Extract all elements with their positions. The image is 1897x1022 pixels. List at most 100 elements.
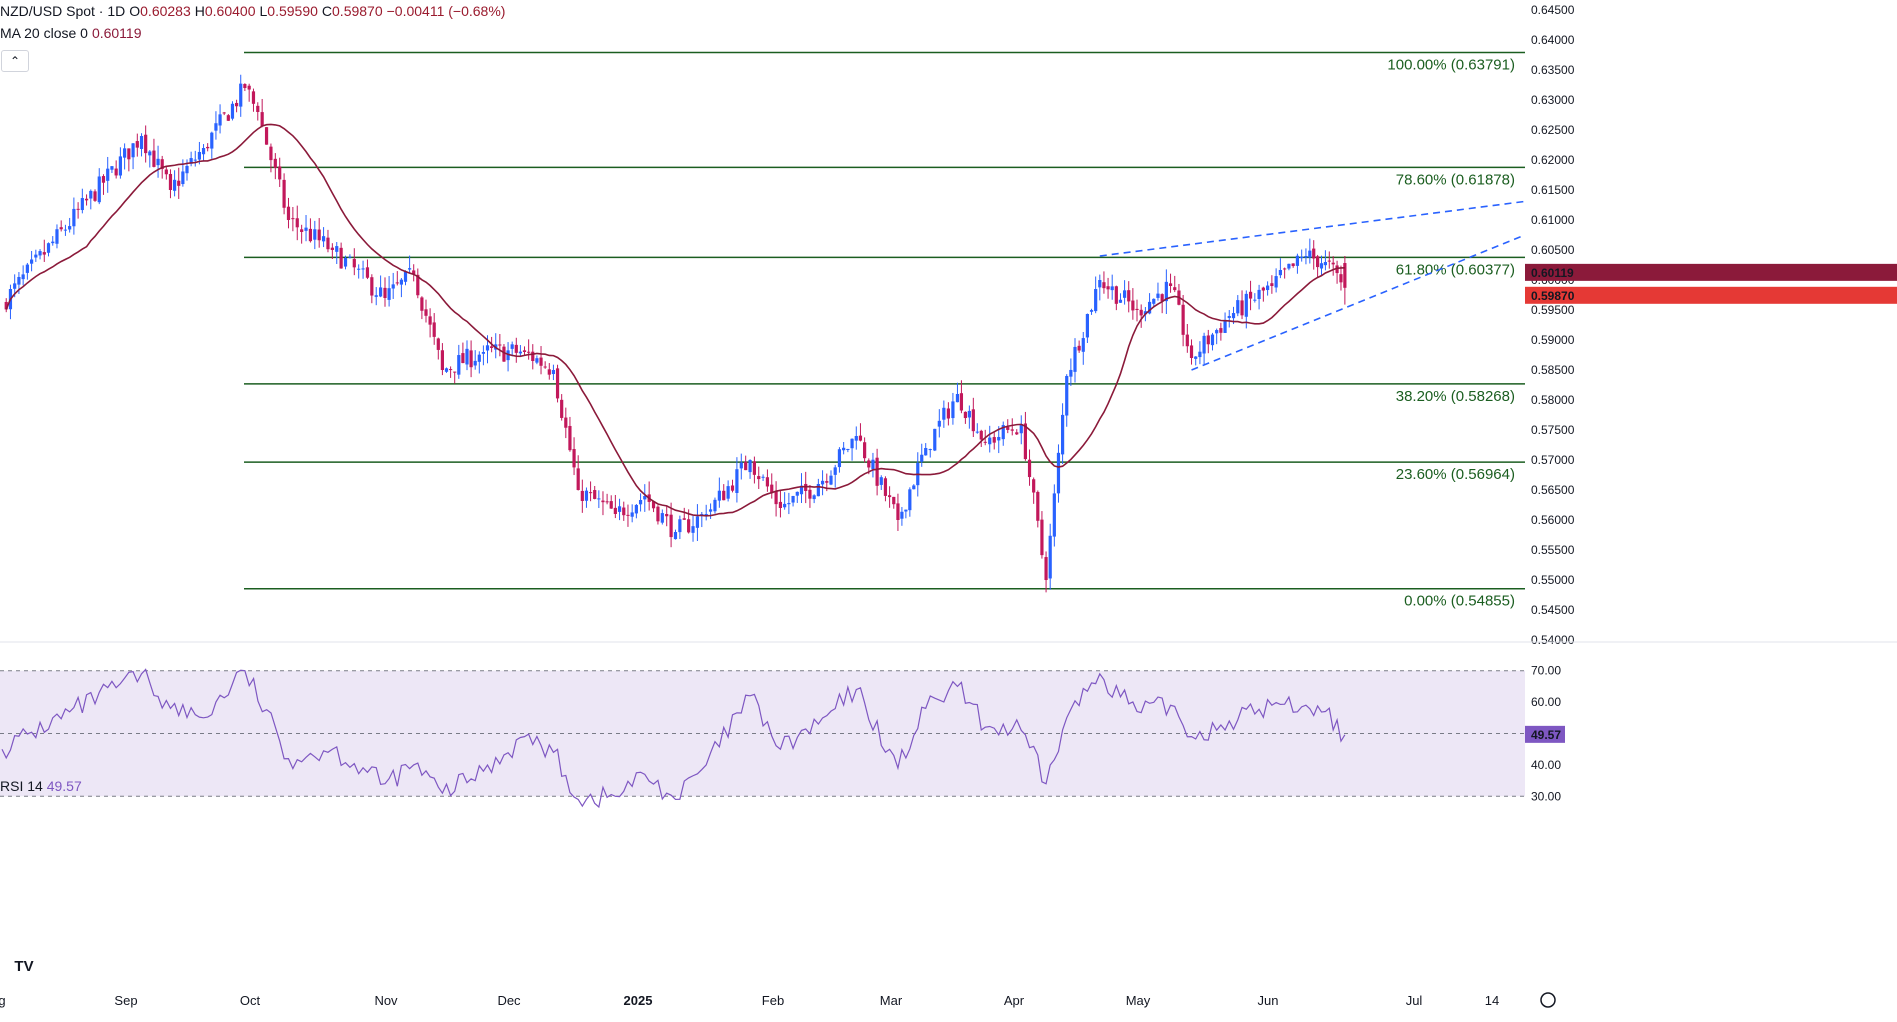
close-price-tag-label: 0.59870: [1531, 289, 1575, 303]
candle-body: [543, 366, 547, 368]
candle-body: [420, 297, 424, 311]
time-tick-label: May: [1126, 993, 1151, 1008]
price-axis[interactable]: 0.64500 0.64000 0.63500 0.63000 0.62500 0.620…: [0, 3, 1897, 647]
candle-body: [992, 437, 996, 443]
candle-body: [1160, 294, 1164, 302]
candle-body: [247, 85, 251, 90]
candle-body: [1274, 276, 1278, 288]
candle-body: [1194, 356, 1198, 359]
candle-body: [432, 322, 436, 337]
ma-label[interactable]: MA 20 close 0: [0, 25, 88, 41]
candle-body: [1032, 479, 1036, 493]
candle-body: [326, 237, 330, 250]
tradingview-logo[interactable]: TV: [8, 950, 40, 982]
price-tick-label: 0.64000: [1531, 33, 1575, 47]
candle-body: [1304, 256, 1308, 258]
candle-body: [1135, 308, 1139, 310]
candle-body: [304, 227, 308, 231]
candle-body: [110, 166, 114, 170]
candle-body: [867, 460, 871, 468]
candle-body: [193, 159, 197, 161]
candle-body: [879, 477, 883, 485]
candle-body: [787, 503, 791, 505]
candle-body: [988, 437, 992, 445]
candle-body: [1323, 262, 1327, 266]
candle-body: [97, 176, 101, 203]
candle-body: [473, 360, 477, 366]
price-tick-label: 0.54500: [1531, 603, 1575, 617]
candle-body: [264, 127, 269, 145]
symbol-title[interactable]: NZD/USD Spot · 1D: [0, 3, 126, 19]
collapse-legend-button[interactable]: ⌃: [1, 50, 29, 72]
candle-body: [1098, 280, 1102, 288]
candle-body: [127, 148, 131, 160]
candle-body: [820, 480, 825, 485]
price-tick-label: 0.63000: [1531, 93, 1575, 107]
candle-body: [1052, 493, 1056, 537]
price-tick-label: 0.55500: [1531, 543, 1575, 557]
candle-body: [770, 484, 774, 494]
candle-body: [1027, 459, 1032, 478]
candle-body: [1164, 281, 1168, 302]
candle-body: [691, 526, 695, 533]
candle-body: [518, 351, 523, 354]
candle-body: [424, 309, 428, 316]
candle-body: [374, 295, 378, 297]
candle-body: [440, 350, 444, 370]
high-label: H: [194, 3, 205, 19]
candle-body: [825, 481, 829, 483]
candle-body: [260, 112, 264, 127]
time-axis[interactable]: g Sep Oct Nov Dec 2025 Feb Mar Apr May Jun Jul 14: [0, 992, 1556, 1008]
candle-body: [21, 274, 25, 280]
candle-body: [1219, 328, 1223, 333]
high-value: 0.60400: [204, 3, 256, 19]
time-tick-label: Sep: [114, 993, 137, 1008]
gear-icon: [1540, 992, 1556, 1008]
candle-body: [1339, 274, 1343, 283]
candle-body: [722, 490, 726, 501]
candle-body: [863, 442, 867, 459]
price-tick-label: 0.62500: [1531, 123, 1575, 137]
candle-body: [72, 208, 76, 227]
candle-body: [1094, 289, 1098, 312]
candle-body: [291, 218, 295, 220]
candle-body: [816, 484, 820, 497]
rsi-value: 49.57: [46, 778, 82, 794]
rsi-label[interactable]: RSI 14: [0, 778, 43, 794]
candle-body: [34, 254, 38, 258]
candle-body: [713, 499, 717, 512]
candle-body: [308, 228, 313, 242]
candle-body: [955, 394, 960, 403]
candle-body: [1202, 335, 1206, 354]
candle-body: [114, 168, 118, 176]
candle-body: [1127, 290, 1131, 302]
candle-body: [282, 179, 286, 208]
fib-label: 100.00% (0.63791): [1387, 57, 1515, 74]
candle-body: [469, 350, 473, 368]
candle-body: [979, 430, 983, 440]
candle-body: [1069, 369, 1073, 377]
candle-body: [321, 236, 326, 242]
candle-body: [335, 246, 339, 252]
candle-body: [1283, 268, 1287, 270]
candle-body: [1056, 452, 1061, 494]
candle-body: [812, 495, 816, 500]
candle-body: [295, 218, 299, 228]
candle-body: [983, 441, 987, 443]
candle-body: [1312, 248, 1316, 259]
candle-body: [765, 477, 770, 487]
candle-body: [63, 229, 68, 231]
candle-body: [997, 436, 1001, 441]
candle-body: [1261, 287, 1265, 291]
candle-body: [1019, 424, 1023, 434]
candle-body: [601, 500, 605, 503]
candle-body: [106, 168, 110, 181]
candle-body: [904, 509, 908, 512]
candle-body: [300, 229, 304, 232]
price-tick-label: 0.57500: [1531, 423, 1575, 437]
candle-body: [123, 148, 127, 158]
candle-body: [226, 115, 230, 121]
candle-body: [144, 134, 148, 154]
candle-body: [626, 514, 630, 516]
candle-body: [833, 467, 837, 475]
